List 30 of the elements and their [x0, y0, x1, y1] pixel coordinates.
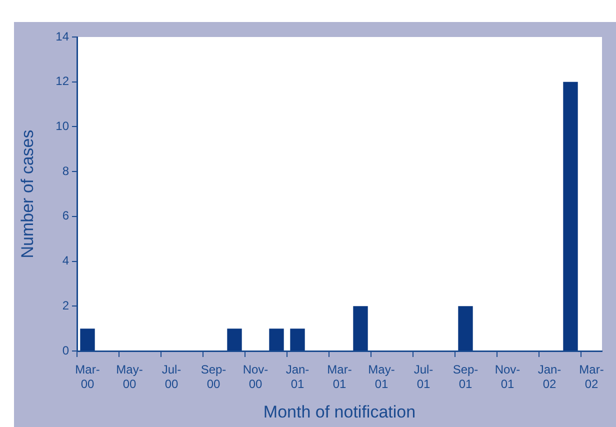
x-tick-label: Jan-01 — [286, 362, 310, 391]
y-tick-label: 4 — [62, 254, 70, 268]
x-tick-label: Mar-02 — [579, 362, 604, 391]
x-tick-label: May-00 — [116, 362, 143, 391]
y-tick-label: 14 — [56, 29, 70, 44]
bar — [563, 82, 578, 350]
x-tick-label: Nov-01 — [494, 362, 520, 391]
y-tick-label: 6 — [62, 208, 70, 223]
y-tick-label: 0 — [62, 343, 70, 358]
x-tick-label: Jan-02 — [538, 362, 562, 391]
x-tick-label: Sep-01 — [452, 362, 478, 391]
x-tick-label: Mar-01 — [327, 362, 352, 391]
y-axis-title: Number of cases — [18, 130, 37, 258]
x-axis-title: Month of notification — [263, 402, 416, 422]
y-tick-label: 8 — [62, 164, 70, 178]
y-tick-label: 10 — [56, 119, 70, 134]
x-tick-label: Jul-00 — [162, 362, 182, 391]
y-tick-label: 12 — [56, 74, 70, 88]
y-tick-label: 2 — [62, 298, 70, 312]
bar — [458, 306, 473, 350]
x-tick-label: Jul-01 — [414, 362, 434, 391]
bar — [227, 328, 242, 350]
x-tick-label: Mar-00 — [75, 362, 100, 391]
bar — [353, 306, 368, 350]
bar — [290, 328, 305, 350]
x-tick-label: May-01 — [368, 362, 395, 391]
x-tick-label: Sep-00 — [200, 362, 226, 391]
bar — [269, 328, 284, 350]
bar — [80, 328, 95, 350]
x-tick-label: Nov-00 — [242, 362, 268, 391]
